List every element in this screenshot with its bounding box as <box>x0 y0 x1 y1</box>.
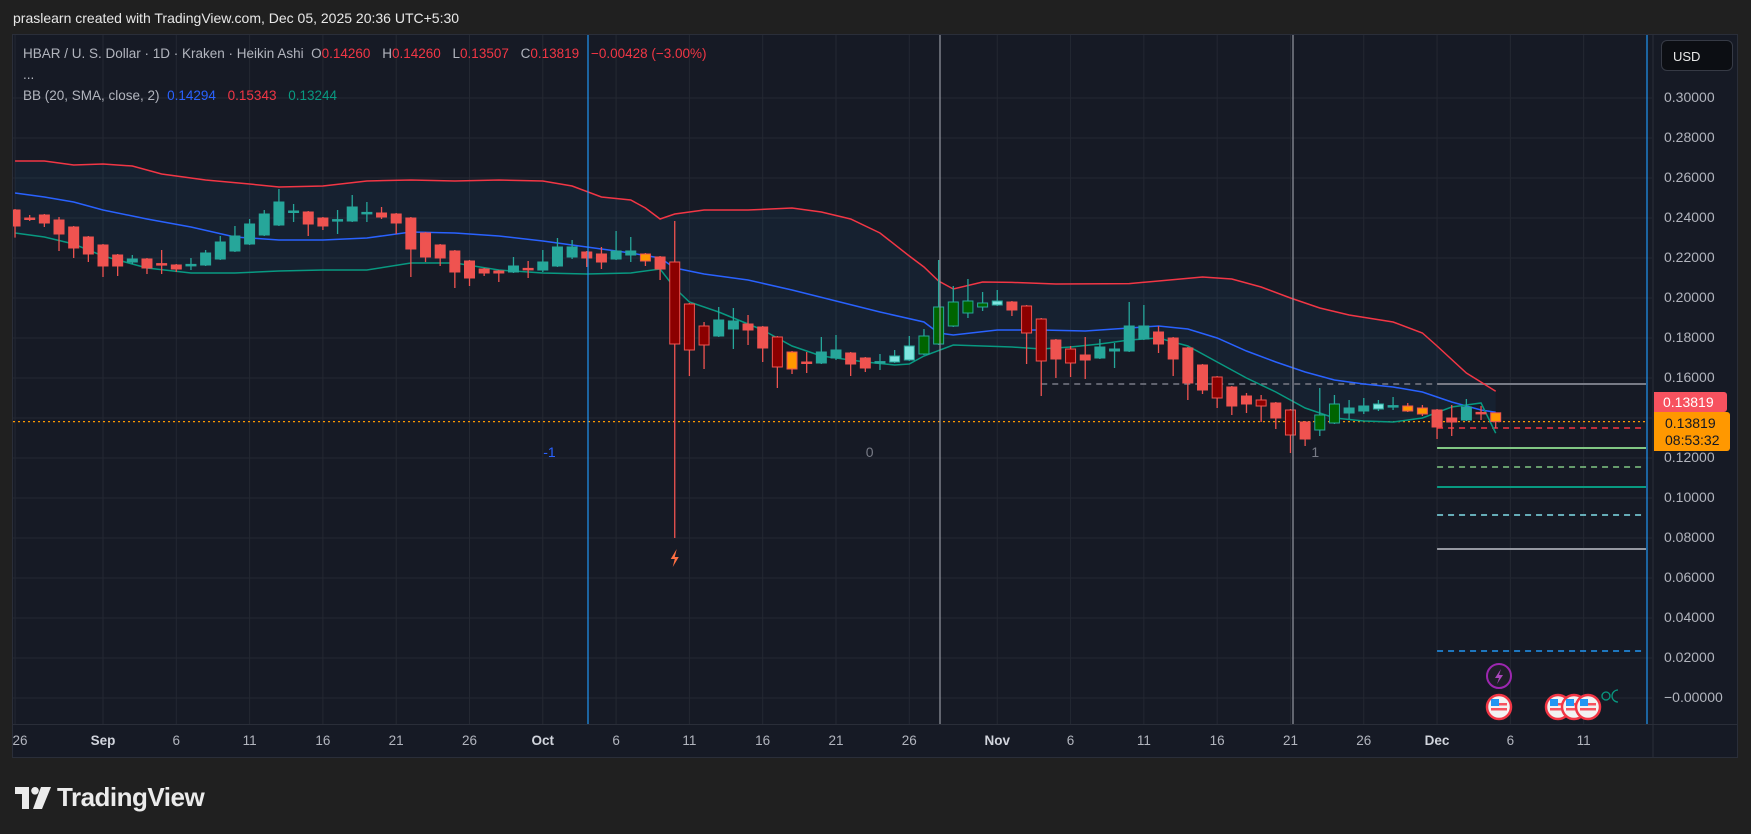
price-tick-label: 0.24000 <box>1664 209 1715 225</box>
current-price-value: 0.13819 <box>1665 415 1716 431</box>
current-price-countdown-label: 0.13819 08:53:32 <box>1654 412 1730 451</box>
lightning-circle-icon <box>1486 663 1512 689</box>
open-value: 0.14260 <box>321 46 371 61</box>
chart-legend: HBAR / U. S. Dollar · 1D · Kraken · Heik… <box>23 45 707 108</box>
bb-lower-value: 0.13244 <box>288 88 338 103</box>
time-tick-label: Oct <box>531 733 555 748</box>
time-tick-label: 11 <box>242 733 257 748</box>
chart-credit: praslearn created with TradingView.com, … <box>13 10 460 26</box>
symbol-legend-row[interactable]: HBAR / U. S. Dollar · 1D · Kraken · Heik… <box>23 45 707 66</box>
bb-upper-value: 0.15343 <box>227 88 277 103</box>
candles <box>13 189 1502 538</box>
close-value: 0.13819 <box>530 46 580 61</box>
bar-countdown: 08:53:32 <box>1665 432 1720 448</box>
time-tick-label: 26 <box>12 733 28 748</box>
low-value: 0.13507 <box>460 46 509 61</box>
price-tick-label: 0.12000 <box>1664 449 1715 465</box>
us-flag-event-icon <box>1574 693 1602 721</box>
price-tick-label: 0.28000 <box>1664 129 1715 145</box>
time-tick-label: 21 <box>1282 733 1298 748</box>
sun-moon-icon <box>1601 689 1619 703</box>
time-tick-label: Nov <box>984 733 1011 748</box>
high-label: H <box>382 46 392 61</box>
tradingview-wordmark: TradingView <box>57 782 205 812</box>
high-value: 0.14260 <box>391 46 441 61</box>
price-tick-label: −0.00000 <box>1664 689 1723 705</box>
symbol-title[interactable]: HBAR / U. S. Dollar · 1D · Kraken · Heik… <box>23 46 304 61</box>
time-tick-label: 26 <box>461 733 478 748</box>
price-tick-label: 0.06000 <box>1664 569 1715 585</box>
cycle-marker-label: 1 <box>1311 444 1320 460</box>
price-tick-label: 0.16000 <box>1664 369 1715 385</box>
time-tick-label: Sep <box>90 733 116 748</box>
time-tick-label: Dec <box>1424 733 1450 748</box>
change-value: −0.00428 (−3.00%) <box>590 46 707 61</box>
price-tick-label: 0.18000 <box>1664 329 1715 345</box>
price-tick-label: 0.04000 <box>1664 609 1715 625</box>
time-tick-label: 26 <box>901 733 917 748</box>
tradingview-logo-icon <box>15 786 51 809</box>
bb-indicator-label[interactable]: BB (20, SMA, close, 2) <box>23 88 160 103</box>
time-tick-label: 21 <box>388 733 404 748</box>
time-tick-label: 11 <box>1576 733 1591 748</box>
more-indicators[interactable]: ... <box>23 67 35 82</box>
low-label: L <box>452 46 461 61</box>
cycle-marker-label: 0 <box>865 444 874 460</box>
time-tick-label: 11 <box>1136 733 1151 748</box>
price-tick-label: 0.08000 <box>1664 529 1715 545</box>
time-tick-label: 16 <box>755 733 771 748</box>
price-tick-label: 0.22000 <box>1664 249 1715 265</box>
time-tick-label: 6 <box>612 733 620 748</box>
lightning-event-icon <box>670 549 679 567</box>
time-tick-label: 16 <box>1209 733 1225 748</box>
bb-basis-value: 0.14294 <box>167 88 216 103</box>
time-tick-label: 6 <box>1506 733 1515 748</box>
bb-legend-row[interactable]: BB (20, SMA, close, 2) 0.14294 0.15343 0… <box>23 87 707 108</box>
price-tick-label: 0.30000 <box>1664 89 1715 105</box>
price-tick-label: 0.10000 <box>1664 489 1715 505</box>
economic-events <box>1485 663 1602 721</box>
tradingview-logo[interactable]: TradingView <box>15 782 205 813</box>
chart-frame[interactable] <box>12 34 1738 758</box>
us-flag-event-icon <box>1485 693 1513 721</box>
last-price-label: 0.13819 <box>1654 392 1727 412</box>
cycle-marker-label: -1 <box>543 444 556 460</box>
time-tick-label: 21 <box>828 733 844 748</box>
price-tick-label: 0.26000 <box>1664 169 1715 185</box>
time-tick-label: 6 <box>172 733 181 748</box>
price-tick-label: 0.02000 <box>1664 649 1715 665</box>
time-tick-label: 11 <box>682 733 697 748</box>
close-label: C <box>520 46 531 61</box>
time-tick-label: 16 <box>315 733 331 748</box>
open-label: O <box>311 46 322 61</box>
time-tick-label: 26 <box>1356 733 1372 748</box>
price-tick-label: 0.20000 <box>1664 289 1715 305</box>
currency-button[interactable]: USD <box>1661 40 1733 71</box>
time-tick-label: 6 <box>1066 733 1075 748</box>
